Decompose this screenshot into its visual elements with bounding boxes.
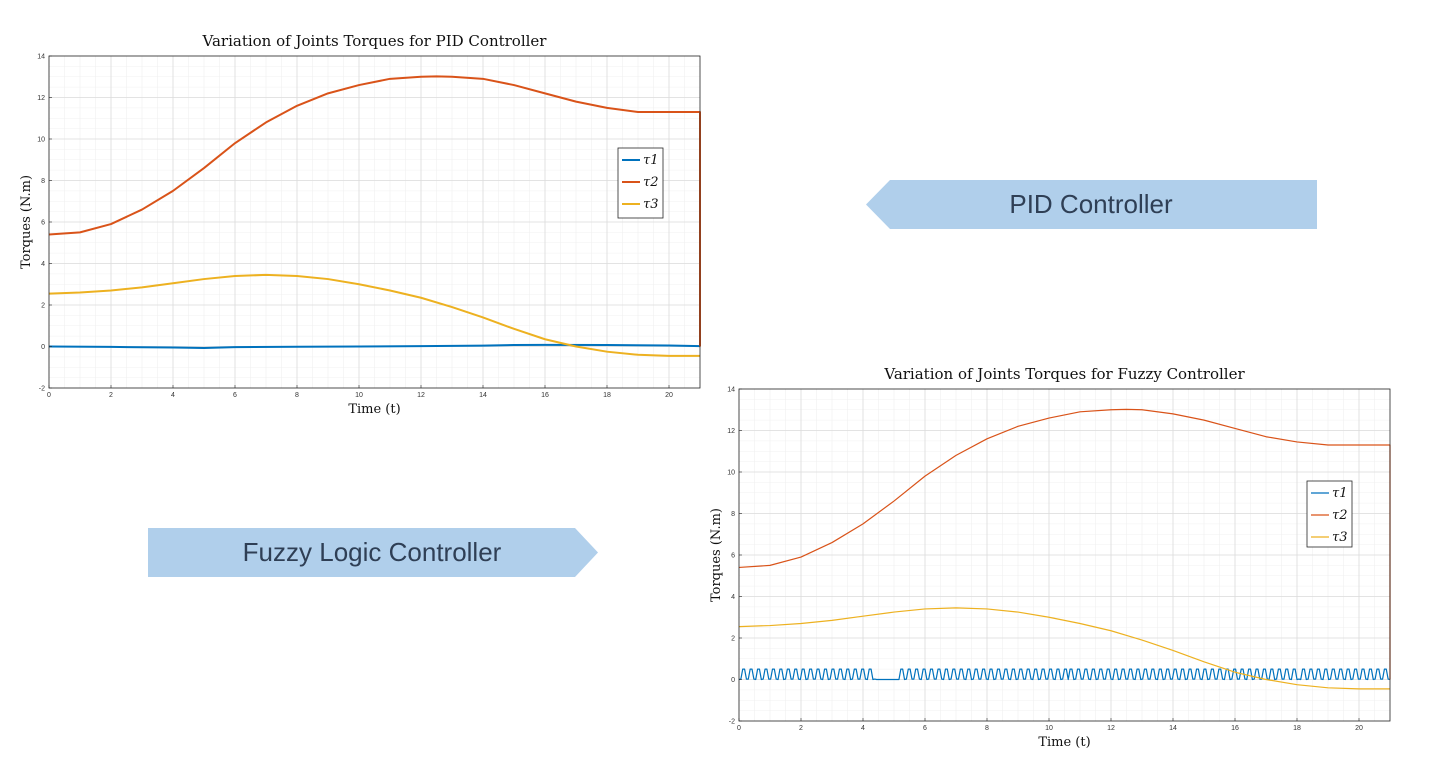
x-tick-label: 20 (665, 392, 673, 399)
y-tick-label: 10 (727, 470, 735, 477)
legend: τ1 τ2 τ3 (617, 147, 664, 219)
fuzzy-arrow-shape (148, 528, 598, 577)
legend: τ1 τ2 τ3 (1306, 480, 1353, 548)
legend-label-tau3: τ3 (643, 197, 658, 212)
legend-box (1306, 480, 1353, 548)
series-line-tau2 (48, 75, 701, 347)
series-line-tau3 (738, 607, 1390, 690)
y-tick-label: 8 (41, 178, 45, 185)
y-tick-label: 12 (37, 95, 45, 102)
x-tick-label: 20 (1355, 725, 1363, 732)
x-axis-label: Time (t) (1038, 735, 1090, 750)
y-tick-label: 12 (727, 428, 735, 435)
x-tick-label: 2 (799, 725, 803, 732)
series-line-tau1 (738, 668, 1391, 681)
series-line-tau3 (48, 273, 700, 357)
x-tick-label: 8 (295, 392, 299, 399)
x-tick-label: 14 (479, 392, 487, 399)
x-tick-label: 12 (417, 392, 425, 399)
y-axis-label: Torques (N.m) (19, 175, 34, 269)
chart-title: Variation of Joints Torques for Fuzzy Co… (883, 365, 1245, 383)
x-tick-label: 0 (47, 392, 51, 399)
legend-label-tau1: τ1 (643, 153, 658, 168)
y-tick-label: 14 (727, 387, 735, 394)
y-tick-label: -2 (39, 386, 45, 393)
fuzzy-controller-arrow: Fuzzy Logic Controller (148, 528, 598, 577)
chart-title: Variation of Joints Torques for PID Cont… (202, 32, 548, 50)
x-tick-label: 6 (923, 725, 927, 732)
x-tick-label: 16 (541, 392, 549, 399)
x-tick-label: 2 (109, 392, 113, 399)
y-axis-label: Torques (N.m) (709, 508, 724, 602)
x-tick-label: 10 (1045, 725, 1053, 732)
x-tick-label: 18 (603, 392, 611, 399)
y-tick-label: 10 (37, 137, 45, 144)
series-line-tau2 (738, 408, 1391, 680)
legend-label-tau1: τ1 (1332, 486, 1347, 501)
x-tick-label: 14 (1169, 725, 1177, 732)
legend-label-tau2: τ2 (1332, 508, 1347, 523)
y-tick-label: 0 (41, 344, 45, 351)
y-tick-label: 6 (41, 220, 45, 227)
x-tick-label: 8 (985, 725, 989, 732)
y-tick-label: 2 (731, 636, 735, 643)
x-tick-label: 18 (1293, 725, 1301, 732)
y-tick-label: 6 (731, 553, 735, 560)
pid-arrow-shape (866, 180, 1317, 229)
x-tick-label: 6 (233, 392, 237, 399)
x-axis-label: Time (t) (348, 402, 400, 417)
fuzzy-arrow-label: Fuzzy Logic Controller (243, 537, 502, 567)
pid-torque-chart: 0 2 4 6 8 10 12 14 16 18 20-202468101214Variation … (19, 32, 701, 417)
y-tick-label: 4 (731, 594, 735, 601)
y-tick-label: -2 (729, 719, 735, 726)
y-tick-label: 14 (37, 54, 45, 61)
x-tick-label: 0 (737, 725, 741, 732)
x-tick-label: 10 (355, 392, 363, 399)
x-tick-label: 12 (1107, 725, 1115, 732)
y-tick-label: 8 (731, 511, 735, 518)
pid-arrow-label: PID Controller (1009, 189, 1173, 219)
x-tick-label: 4 (171, 392, 175, 399)
y-tick-label: 0 (731, 677, 735, 684)
legend-label-tau3: τ3 (1332, 530, 1347, 545)
y-tick-label: 4 (41, 261, 45, 268)
pid-controller-arrow: PID Controller (866, 180, 1317, 229)
y-tick-label: 2 (41, 303, 45, 310)
legend-label-tau2: τ2 (643, 175, 658, 190)
x-tick-label: 4 (861, 725, 865, 732)
series-line-tau1 (48, 343, 701, 349)
x-tick-label: 16 (1231, 725, 1239, 732)
fuzzy-torque-chart: 0 2 4 6 8 10 12 14 16 18 20-202468101214Variation … (709, 365, 1391, 750)
